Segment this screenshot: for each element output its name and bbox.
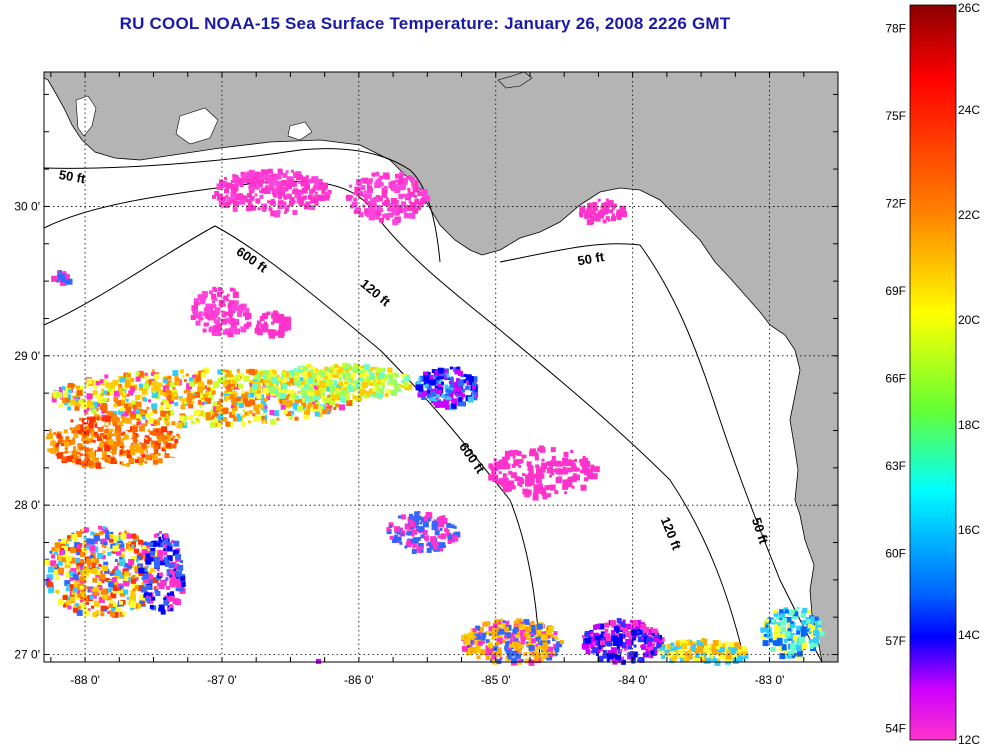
longitude-tick-label: -86 0'	[344, 673, 374, 687]
colorbar-celsius-tick: 24C	[958, 103, 980, 117]
colorbar-celsius-tick: 20C	[958, 313, 980, 327]
longitude-labels: -88 0' -87 0' -86 0' -85 0' -84 0' -83 0'	[70, 673, 784, 687]
colorbar-celsius-tick: 22C	[958, 208, 980, 222]
colorbar-fahrenheit-tick: 69F	[885, 284, 906, 298]
map-title: RU COOL NOAA-15 Sea Surface Temperature:…	[119, 14, 731, 33]
colorbar-fahrenheit-tick: 57F	[885, 634, 906, 648]
colorbar-celsius-tick: 18C	[958, 418, 980, 432]
colorbar-fahrenheit-tick: 60F	[885, 546, 906, 560]
contour-50ft-west	[43, 148, 441, 263]
longitude-tick-label: -88 0'	[70, 673, 100, 687]
depth-contour-label: 50 ft	[576, 249, 606, 269]
colorbar-celsius-tick: 14C	[958, 628, 980, 642]
depth-contours	[43, 148, 823, 663]
colorbar-fahrenheit-tick: 54F	[885, 721, 906, 735]
map-frame	[43, 71, 839, 663]
contour-50ft-east	[499, 243, 823, 663]
land-mass	[43, 71, 839, 663]
longitude-tick-label: -84 0'	[618, 673, 648, 687]
colorbar-fahrenheit-tick: 72F	[885, 196, 906, 210]
colorbar-celsius-tick: 16C	[958, 523, 980, 537]
latitude-tick-label: 27 0'	[14, 648, 40, 662]
colorbar-fahrenheit-tick: 78F	[885, 21, 906, 35]
colorbar-gradient	[909, 4, 957, 741]
colorbar-fahrenheit-tick: 75F	[885, 109, 906, 123]
sst-patches	[44, 168, 825, 666]
depth-contour-label: 50 ft	[58, 167, 88, 187]
latitude-tick-label: 30 0'	[14, 199, 40, 213]
latitude-tick-label: 29 0'	[14, 349, 40, 363]
bay-water	[287, 121, 313, 141]
latitude-labels: 30 0' 29 0' 28 0' 27 0'	[14, 199, 40, 661]
longitude-tick-label: -87 0'	[207, 673, 237, 687]
colorbar-fahrenheit-tick: 66F	[885, 371, 906, 385]
colorbar-fahrenheit-tick: 63F	[885, 459, 906, 473]
colorbar-celsius-labels: 26C 24C 22C 20C 18C 16C 14C 12C	[958, 1, 980, 747]
colorbar-celsius-tick: 26C	[958, 1, 980, 15]
longitude-tick-label: -85 0'	[481, 673, 511, 687]
colorbar-celsius-tick: 12C	[958, 733, 980, 747]
colorbar-fahrenheit-labels: 78F 75F 72F 69F 66F 63F 60F 57F 54F	[885, 21, 906, 735]
frame-ticks	[44, 72, 839, 662]
contour-600ft	[43, 225, 541, 663]
bay-water	[175, 107, 219, 145]
contour-120ft	[43, 180, 746, 663]
land-island	[497, 71, 533, 89]
latitude-tick-label: 28 0'	[14, 498, 40, 512]
bay-water	[75, 95, 97, 137]
longitude-tick-label: -83 0'	[755, 673, 785, 687]
graticule	[44, 72, 838, 662]
